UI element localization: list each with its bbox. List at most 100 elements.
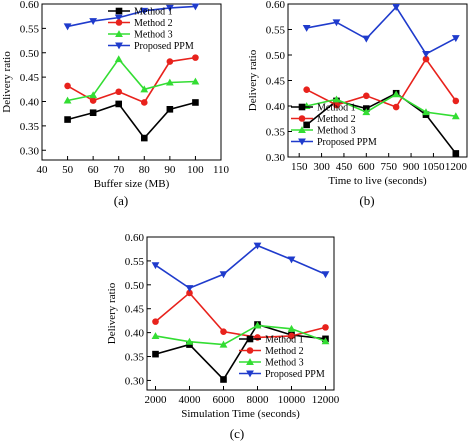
x-tick-label: 900 <box>403 161 420 173</box>
y-tick-label: 0.60 <box>20 0 40 11</box>
plot-frame <box>41 3 222 161</box>
x-tick-label: 450 <box>336 161 353 173</box>
legend-label: Method 2 <box>134 18 173 29</box>
legend-marker <box>246 347 254 354</box>
series-line <box>155 323 326 381</box>
chart-a: 40 50 60 70 80 90 100 110 0.30 0.35 0.40 0.45 0.50 0.… <box>1 0 230 190</box>
data-point <box>165 78 174 86</box>
legend-label: Method 2 <box>317 114 356 125</box>
series-line <box>67 57 196 102</box>
legend-marker <box>298 126 306 133</box>
data-point <box>140 7 149 15</box>
data-point <box>288 332 295 340</box>
data-point <box>64 116 71 123</box>
legend-label: Proposed PPM <box>134 41 194 52</box>
legend-label: Method 3 <box>265 358 304 369</box>
series-line <box>306 57 457 108</box>
data-point <box>287 256 296 264</box>
x-tick-label: 70 <box>113 164 125 176</box>
x-tick-label: 6000 <box>213 394 236 406</box>
data-point <box>363 92 370 100</box>
data-point <box>392 4 401 11</box>
data-point <box>166 58 174 65</box>
series-line <box>155 324 326 346</box>
series-proposed-ppm <box>151 242 330 293</box>
x-tick-label: 50 <box>62 164 74 176</box>
data-point <box>220 328 227 335</box>
y-axis-label: Delivery ratio <box>106 282 118 344</box>
legend-label: Proposed PPM <box>317 137 377 148</box>
y-tick-label: 0.35 <box>125 352 145 364</box>
data-point <box>451 112 460 120</box>
data-point <box>140 85 149 93</box>
legend-marker <box>115 7 123 15</box>
series-line <box>67 101 196 140</box>
y-axis-label: Delivery ratio <box>1 51 13 113</box>
series-line <box>306 5 457 56</box>
data-point <box>89 109 97 117</box>
x-axis-label: Buffer size (MB) <box>94 178 170 190</box>
y-tick-label: 0.30 <box>20 145 40 157</box>
panel-label-b: (b) <box>359 193 374 208</box>
data-point <box>191 3 200 11</box>
legend-label: Method 1 <box>317 103 356 114</box>
x-tick-label: 90 <box>164 164 176 176</box>
data-point <box>362 108 371 116</box>
x-tick-label: 60 <box>88 164 100 176</box>
y-tick-label: 0.55 <box>266 25 286 37</box>
legend-marker <box>115 42 123 50</box>
series-line <box>67 5 196 28</box>
data-point <box>422 50 430 58</box>
data-point <box>332 95 341 103</box>
y-tick-label: 0.30 <box>266 152 286 164</box>
panel-label-c: (c) <box>230 426 244 441</box>
x-tick-label: 600 <box>358 161 375 173</box>
x-tick-label: 100 <box>187 164 204 176</box>
data-point <box>220 376 227 383</box>
y-tick-label: 0.40 <box>266 101 286 113</box>
data-point <box>89 97 97 104</box>
x-axis-label: Time to live (seconds) <box>328 175 427 187</box>
data-point <box>219 340 228 348</box>
legend-marker <box>115 19 123 26</box>
x-axis-label: Simulation Time (seconds) <box>181 408 300 420</box>
series-line <box>67 56 196 104</box>
data-point <box>253 321 262 329</box>
series-method-3 <box>151 321 330 348</box>
data-point <box>253 242 262 250</box>
data-point <box>192 54 199 61</box>
data-point <box>392 90 401 98</box>
y-tick-label: 0.45 <box>266 76 286 88</box>
data-point <box>115 100 123 108</box>
data-point <box>114 55 123 63</box>
y-tick-label: 0.60 <box>266 0 286 11</box>
legend-label: Method 1 <box>265 335 304 346</box>
y-tick-label: 0.30 <box>125 375 145 387</box>
data-point <box>186 289 193 297</box>
data-point <box>219 271 228 279</box>
data-point <box>140 134 148 142</box>
data-point <box>115 88 123 96</box>
x-tick-label: 80 <box>139 164 151 176</box>
y-tick-label: 0.50 <box>20 48 40 60</box>
chart-c: 2000 4000 6000 8000 10000 12000 0.30 0.35 0.40 0.… <box>106 232 340 420</box>
data-point <box>151 262 160 270</box>
legend-label: Method 3 <box>317 126 356 137</box>
data-point <box>422 55 430 63</box>
data-point <box>321 337 330 345</box>
data-point <box>185 285 194 293</box>
panel-label-a: (a) <box>114 193 128 208</box>
data-point <box>287 324 296 332</box>
legend-marker <box>115 30 123 37</box>
y-tick-label: 0.60 <box>125 232 145 244</box>
data-point <box>165 4 174 12</box>
x-tick-label: 12000 <box>312 394 340 406</box>
y-axis-label: Delivery ratio <box>247 49 259 111</box>
data-point <box>452 97 460 105</box>
legend-label: Proposed PPM <box>265 369 325 380</box>
data-point <box>114 14 123 22</box>
legend-marker <box>246 358 254 365</box>
